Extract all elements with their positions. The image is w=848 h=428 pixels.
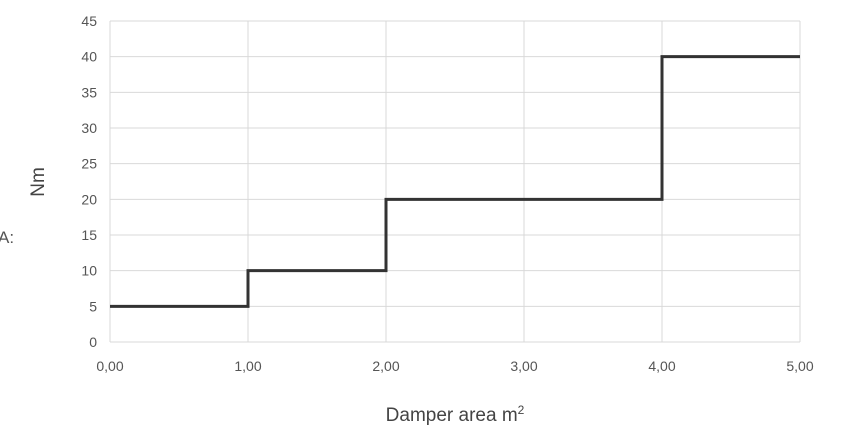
x-tick-label: 1,00 <box>234 358 261 374</box>
x-axis-title-superscript: 2 <box>518 403 525 417</box>
y-tick-label: 35 <box>81 84 97 100</box>
x-tick-label: 5,00 <box>786 358 813 374</box>
y-tick-label: 45 <box>81 13 97 29</box>
y-tick-label: 0 <box>89 334 97 350</box>
x-tick-label: 2,00 <box>372 358 399 374</box>
y-tick-label: 10 <box>81 263 97 279</box>
x-tick-labels: 0,00 1,00 2,00 3,00 4,00 5,00 <box>96 358 813 374</box>
x-axis-title-text: Damper area m <box>386 405 518 426</box>
y-axis-title: Nm <box>28 167 49 197</box>
y-tick-label: 40 <box>81 49 97 65</box>
series-group <box>110 55 800 308</box>
y-tick-label: 5 <box>89 298 97 314</box>
x-tick-label: 0,00 <box>96 358 123 374</box>
y-tick-label: 15 <box>81 227 97 243</box>
cropped-side-label: A: <box>0 228 14 247</box>
x-tick-label: 3,00 <box>510 358 537 374</box>
y-tick-labels: 0 5 10 15 20 25 30 35 40 45 <box>81 13 97 350</box>
y-tick-label: 30 <box>81 120 97 136</box>
y-tick-label: 20 <box>81 191 97 207</box>
series-line <box>110 55 800 308</box>
grid-lines <box>109 20 801 343</box>
y-tick-label: 25 <box>81 156 97 172</box>
x-axis-title: Damper area m2 <box>386 403 525 426</box>
x-tick-label: 4,00 <box>648 358 675 374</box>
